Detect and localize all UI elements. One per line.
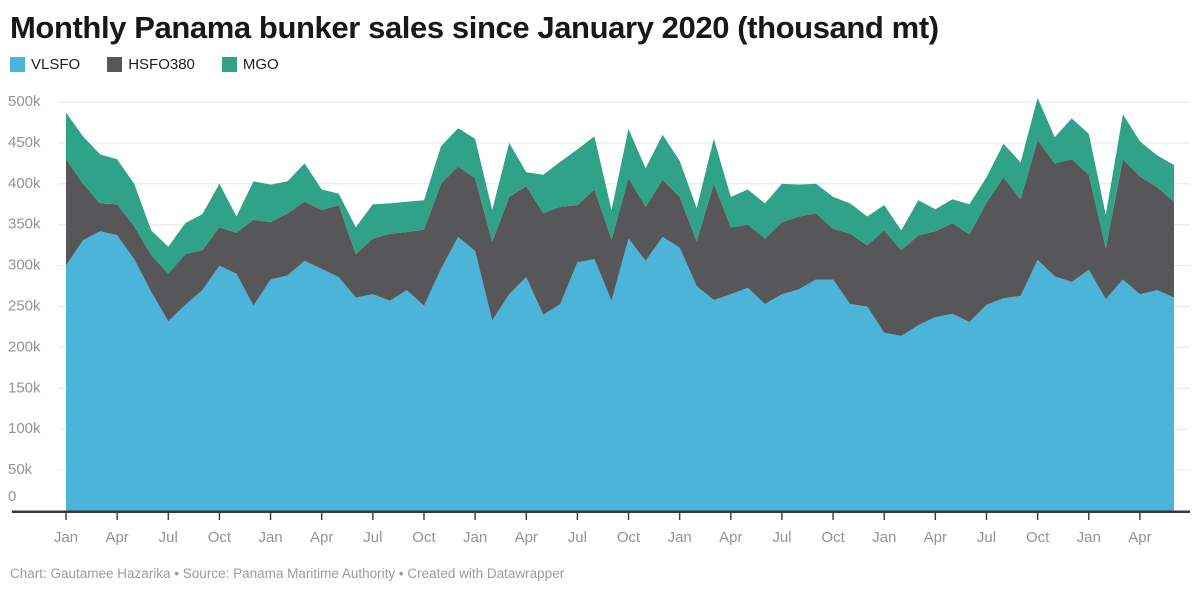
x-axis-label: Jul [568, 529, 587, 546]
x-axis-label: Apr [105, 529, 128, 546]
y-axis-label: 250k [8, 298, 41, 315]
x-axis-label: Oct [208, 529, 232, 546]
y-axis-label: 400k [8, 175, 41, 192]
x-axis-label: Apr [924, 529, 947, 546]
legend-swatch-hsfo380 [107, 57, 123, 72]
x-axis-label: Jan [463, 529, 487, 546]
x-axis-label: Oct [821, 529, 845, 546]
chart-title: Monthly Panama bunker sales since Januar… [10, 10, 939, 45]
y-axis-label: 150k [8, 379, 41, 396]
x-axis-label: Jan [668, 529, 692, 546]
legend-item-hsfo380: HSFO380 [107, 57, 195, 72]
x-axis-label: Apr [1128, 529, 1151, 546]
legend-label-vlsfo: VLSFO [31, 56, 81, 73]
x-axis-label: Jan [258, 529, 282, 546]
x-axis-label: Jan [1077, 529, 1101, 546]
x-axis-line [12, 510, 1190, 513]
x-axis-label: Oct [412, 529, 436, 546]
legend-item-vlsfo: VLSFO [10, 57, 80, 72]
x-axis-label: Jul [159, 529, 178, 546]
legend-swatch-vlsfo [10, 57, 25, 72]
x-axis-label: Apr [515, 529, 538, 546]
x-axis-label: Jul [363, 529, 382, 546]
y-axis-label: 450k [8, 134, 41, 151]
area-mgo[interactable] [66, 97, 1174, 274]
y-axis-label: 0 [8, 488, 16, 505]
legend-item-mgo: MGO [221, 56, 279, 73]
y-axis-label: 500k [8, 93, 41, 110]
y-axis-label: 50k [8, 461, 33, 478]
x-axis-label: Jul [977, 529, 996, 546]
x-axis-label: Apr [310, 529, 333, 546]
x-axis-label: Jul [772, 529, 791, 546]
x-axis-label: Apr [719, 529, 742, 546]
area-vlsfo[interactable] [66, 231, 1174, 511]
y-axis-label: 100k [8, 420, 41, 437]
x-axis-label: Oct [1026, 529, 1050, 546]
chart-footer-byline: Chart: Gautamee Hazarika • Source: Panam… [10, 566, 565, 581]
x-axis-label: Jan [872, 529, 896, 546]
area-hsfo380[interactable] [66, 140, 1174, 336]
legend-label-hsfo380: HSFO380 [128, 56, 195, 73]
y-axis-label: 200k [8, 338, 41, 355]
legend-label-mgo: MGO [242, 56, 279, 73]
y-axis-label: 350k [8, 216, 41, 233]
legend: VLSFO HSFO380 MGO [10, 57, 279, 72]
y-axis-label: 300k [8, 257, 41, 274]
legend-swatch-mgo [221, 57, 237, 72]
x-axis-label: Oct [617, 529, 641, 546]
x-axis-label: Jan [54, 529, 78, 546]
